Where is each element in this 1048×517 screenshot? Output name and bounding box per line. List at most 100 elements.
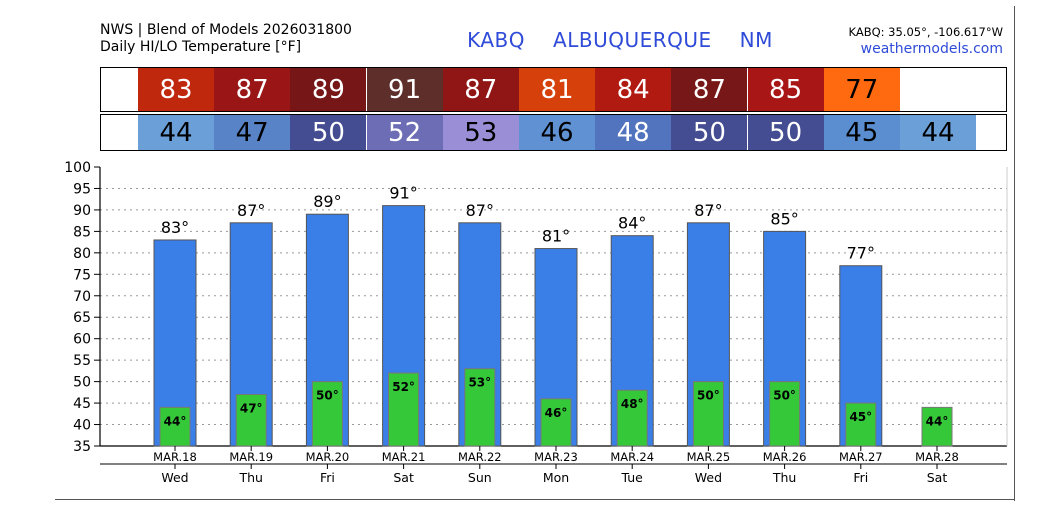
- date-label: MAR.22: [458, 450, 502, 464]
- y-tick-label: 80: [73, 246, 91, 262]
- low-bar-label: 50°: [773, 389, 796, 403]
- y-tick-label: 75: [73, 267, 91, 283]
- y-tick-label: 40: [73, 418, 91, 434]
- low-bar-label: 52°: [392, 380, 415, 394]
- date-label: MAR.25: [687, 450, 731, 464]
- low-temp-cell: 45: [823, 115, 900, 150]
- high-temp-cell: 84: [595, 68, 672, 111]
- low-temp-cell: 44: [900, 115, 976, 150]
- low-bar-label: 47°: [240, 401, 263, 415]
- low-bar-label: 44°: [926, 414, 949, 428]
- low-bar-label: 50°: [697, 389, 720, 403]
- high-bar-label: 89°: [313, 192, 341, 211]
- low-temp-strip: 44 47 50 52 53 46 48 50 50 45 44: [100, 114, 1007, 151]
- low-bar-label: 45°: [849, 410, 872, 424]
- high-temp-cell: 85: [747, 68, 824, 111]
- weekday-label: Sun: [468, 470, 492, 485]
- low-bar: [769, 381, 801, 447]
- low-temp-cell: 50: [671, 115, 748, 150]
- y-tick-label: 90: [73, 203, 91, 219]
- y-tick-label: 70: [73, 289, 91, 305]
- high-bar-label: 91°: [389, 184, 417, 203]
- frame-right: [1014, 6, 1015, 501]
- high-bar-label: 83°: [161, 218, 189, 237]
- weekday-label: Sat: [927, 470, 948, 485]
- date-label: MAR.24: [610, 450, 654, 464]
- station-state: NM: [739, 28, 773, 52]
- y-tick-label: 60: [73, 332, 91, 348]
- low-bar: [235, 393, 267, 447]
- station-id: KABQ: [467, 28, 526, 52]
- low-bar: [692, 381, 724, 447]
- high-temp-cell: 87: [671, 68, 748, 111]
- low-temp-cell: 44: [138, 115, 214, 150]
- low-bar-label: 48°: [621, 397, 644, 411]
- date-label: MAR.27: [839, 450, 883, 464]
- low-temp-cell: 53: [442, 115, 519, 150]
- high-temp-cell: 87: [442, 68, 519, 111]
- frame-bottom: [55, 499, 1015, 500]
- y-tick-label: 55: [73, 353, 91, 369]
- y-tick-label: 35: [73, 439, 91, 455]
- y-tick-label: 95: [73, 181, 91, 197]
- low-bar: [159, 406, 191, 447]
- high-temp-cell: 83: [138, 68, 214, 111]
- header-right: KABQ: 35.05°, -106.617°W weathermodels.c…: [849, 24, 1004, 58]
- high-bar-label: 85°: [770, 209, 798, 228]
- date-label: MAR.20: [306, 450, 350, 464]
- high-temp-strip: 83 87 89 91 87 81 84 87 85 77: [100, 67, 1007, 112]
- low-bar: [921, 406, 953, 447]
- weekday-label: Mon: [543, 470, 569, 485]
- high-bar-label: 87°: [466, 201, 494, 220]
- high-temp-cell: 77: [823, 68, 900, 111]
- weekday-label: Thu: [238, 470, 262, 485]
- weekday-label: Sat: [393, 470, 414, 485]
- date-label: MAR.26: [763, 450, 807, 464]
- low-bar-label: 46°: [545, 406, 568, 420]
- date-label: MAR.18: [153, 450, 197, 464]
- high-bar-label: 81°: [542, 227, 570, 246]
- chart-title: Daily HI/LO Temperature [°F]: [100, 39, 302, 55]
- header-info: NWS | Blend of Models 2026031800 Daily H…: [100, 22, 352, 56]
- low-temp-cell: 52: [366, 115, 443, 150]
- weekday-label: Wed: [161, 470, 188, 485]
- weekday-label: Wed: [695, 470, 722, 485]
- low-bar: [616, 389, 648, 447]
- site-link[interactable]: weathermodels.com: [860, 41, 1003, 57]
- weekday-label: Thu: [772, 470, 796, 485]
- y-tick-label: 65: [73, 310, 91, 326]
- low-bar: [311, 381, 343, 447]
- low-bar-label: 53°: [468, 376, 491, 390]
- high-bar-label: 87°: [237, 201, 265, 220]
- date-label: MAR.23: [534, 450, 578, 464]
- weekday-label: Fri: [853, 470, 868, 485]
- low-bar-label: 44°: [164, 414, 187, 428]
- high-temp-cell: 87: [214, 68, 291, 111]
- y-tick-label: 100: [64, 160, 91, 176]
- weekday-label: Tue: [621, 470, 644, 485]
- station-title: KABQ ALBUQUERQUE NM: [400, 28, 840, 52]
- y-tick-label: 45: [73, 396, 91, 412]
- high-temp-cell: 89: [290, 68, 367, 111]
- low-temp-cell: 46: [519, 115, 595, 150]
- y-tick-label: 50: [73, 375, 91, 391]
- weekday-label: Fri: [320, 470, 335, 485]
- date-label: MAR.28: [915, 450, 959, 464]
- y-tick-label: 85: [73, 224, 91, 240]
- date-label: MAR.21: [382, 450, 426, 464]
- low-temp-cell: 47: [214, 115, 291, 150]
- model-run-label: NWS | Blend of Models 2026031800: [100, 22, 352, 38]
- station-city: ALBUQUERQUE: [553, 28, 712, 52]
- low-temp-cell: 50: [290, 115, 367, 150]
- low-temp-cell: 48: [595, 115, 672, 150]
- high-temp-cell: 81: [519, 68, 595, 111]
- high-bar-label: 87°: [694, 201, 722, 220]
- date-label: MAR.19: [229, 450, 273, 464]
- low-temp-cell: 50: [747, 115, 824, 150]
- high-temp-cell: 91: [366, 68, 443, 111]
- low-bar-label: 50°: [316, 389, 339, 403]
- high-bar-label: 84°: [618, 214, 646, 233]
- station-coords: KABQ: 35.05°, -106.617°W: [848, 25, 1004, 39]
- low-bar: [388, 372, 420, 447]
